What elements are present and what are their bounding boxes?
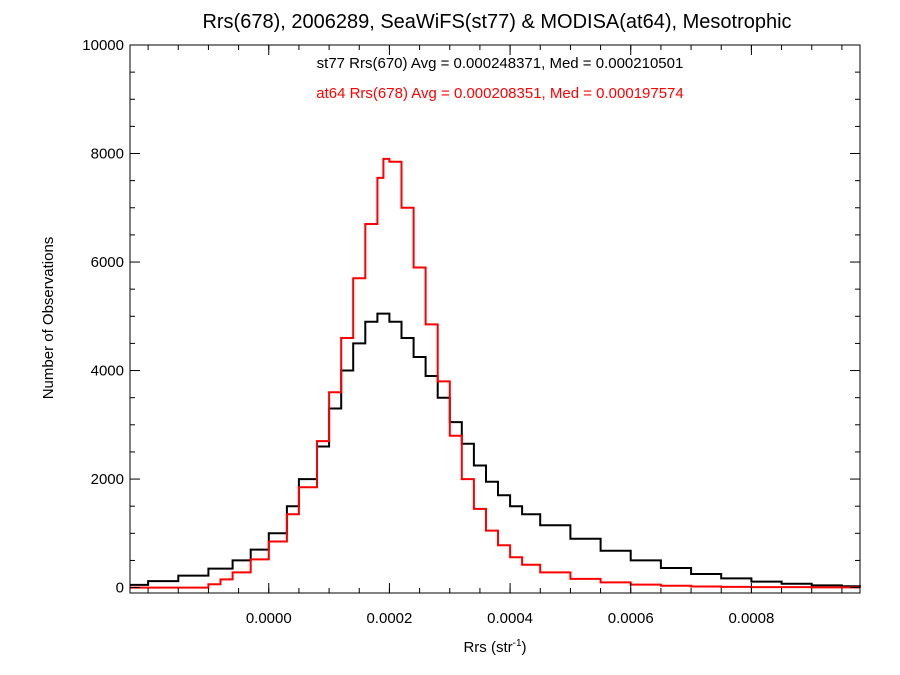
x-tick-label: 0.0008 — [728, 610, 774, 627]
x-tick-label: 0.0002 — [366, 610, 412, 627]
y-tick-label: 8000 — [91, 146, 124, 163]
x-tick-label: 0.0004 — [487, 610, 533, 627]
y-axis: 0 2000 4000 6000 8000 10000 — [82, 37, 860, 597]
x-axis-label-sup: -1 — [513, 638, 522, 649]
plot-frame — [129, 44, 861, 594]
y-axis-label: Number of Observations — [40, 237, 57, 400]
x-axis-label: Rrs (str-1) — [463, 638, 526, 656]
y-tick-label: 6000 — [91, 254, 124, 271]
y-tick-label: 10000 — [82, 37, 124, 54]
annotation-st77: st77 Rrs(670) Avg = 0.000248371, Med = 0… — [317, 55, 684, 72]
annotation-at64: at64 Rrs(678) Avg = 0.000208351, Med = 0… — [316, 85, 684, 102]
series-line-1 — [130, 157, 861, 589]
y-tick-label: 4000 — [91, 363, 124, 380]
x-tick-label: 0.0000 — [246, 610, 292, 627]
x-axis: 0.0000 0.0002 0.0004 0.0006 0.0008 — [147, 45, 843, 627]
y-tick-label: 2000 — [91, 471, 124, 488]
x-axis-label-end: ) — [522, 639, 527, 656]
x-axis-label-main: Rrs (str — [463, 639, 512, 656]
plot-area — [130, 157, 861, 589]
y-tick-label: 0 — [116, 580, 124, 597]
x-tick-label: 0.0006 — [608, 610, 654, 627]
series-line-0 — [130, 312, 861, 588]
chart-title: Rrs(678), 2006289, SeaWiFS(st77) & MODIS… — [202, 11, 791, 33]
